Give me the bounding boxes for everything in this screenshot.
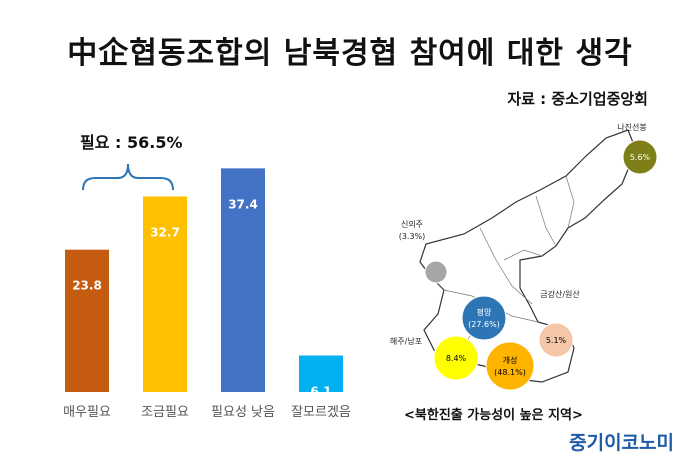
region-bubble (485, 341, 535, 391)
bar-value-label: 6.1 (310, 385, 331, 399)
region-bubble (424, 260, 448, 284)
region-bubble (461, 295, 507, 341)
category-label: 조금필요 (141, 405, 189, 420)
category-label: 매우필요 (63, 405, 111, 420)
need-brace (82, 163, 174, 191)
region-value: (3.3%) (399, 232, 426, 241)
region-value: (48.1%) (494, 368, 526, 377)
map-caption: <북한진출 가능성이 높은 지역> (404, 408, 583, 423)
north-korea-map: 나진선봉 5.6% 신의주 (3.3%) 평양 (27.6%) 금강산/원산 5.1% 해주/남… (390, 122, 658, 391)
region-value: 8.4% (446, 354, 467, 363)
bar-chart: 23.8 매우필요 32.7 조금필요 37.4 필요성 낮음 6.1 잘모르겠음 필요 : 5… (63, 133, 351, 420)
region-name: 신의주 (401, 219, 423, 229)
region-value: 5.6% (630, 153, 651, 162)
chart-title: 中企협동조합의 남북경협 참여에 대한 생각 (67, 36, 633, 71)
region-bubble (538, 322, 574, 358)
map-bubbles: 나진선봉 5.6% 신의주 (3.3%) 평양 (27.6%) 금강산/원산 5.1% 해주/남… (390, 122, 658, 391)
category-label: 잘모르겠음 (291, 405, 351, 420)
logo: 중기이코노미 (569, 432, 674, 454)
bar-value-label: 23.8 (72, 279, 102, 293)
region-bubble (433, 335, 479, 381)
bar-2 (143, 196, 187, 392)
region-value: 5.1% (546, 336, 567, 345)
bar-value-label: 32.7 (150, 225, 180, 239)
need-annotation: 필요 : 56.5% (80, 133, 183, 152)
bar-value-label: 37.4 (228, 197, 258, 211)
bar-4 (299, 355, 343, 392)
region-name: 금강산/원산 (540, 289, 580, 299)
region-name: 평양 (477, 307, 492, 317)
category-label: 필요성 낮음 (211, 405, 275, 420)
region-name: 해주/남포 (390, 336, 422, 346)
region-bubble (622, 139, 658, 175)
region-name: 개성 (503, 355, 518, 365)
region-value: (27.6%) (468, 320, 500, 329)
region-name: 나진선봉 (617, 122, 646, 132)
bar-3 (221, 168, 265, 392)
source-label: 자료 : 중소기업중앙회 (507, 90, 648, 108)
bar-1 (65, 249, 109, 392)
